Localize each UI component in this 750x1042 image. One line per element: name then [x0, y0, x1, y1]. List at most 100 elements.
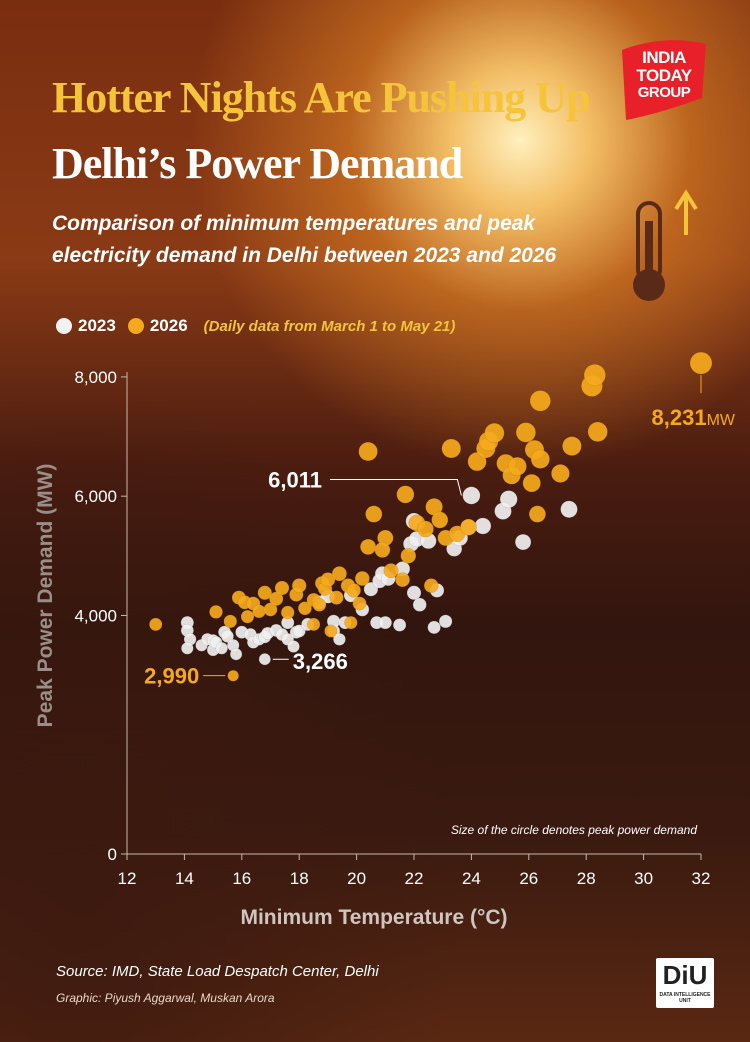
- y-axis-label: Peak Power Demand (MW): [34, 464, 57, 728]
- title-line-2: Delhi’s Power Demand: [52, 139, 463, 188]
- scatter-chart: 0 4,000 6,000 8,000 12 14 16 18 20 22 24 26 28 30 32 Mi…: [34, 351, 736, 929]
- point-2026: [312, 597, 327, 612]
- point-2026: [354, 571, 370, 586]
- point-2026: [149, 617, 163, 632]
- legend-dot-2023: [56, 318, 72, 334]
- point-2023: [181, 642, 194, 655]
- point-2026: [329, 590, 344, 605]
- point-2026: [320, 572, 336, 588]
- point-2023: [462, 486, 481, 505]
- diu-logo-text: DiU: [662, 960, 708, 990]
- y-tick-label: 6,000: [74, 487, 117, 506]
- legend-item-2023: 2023: [56, 316, 116, 336]
- point-2026: [441, 438, 462, 459]
- legend-dot-2026: [127, 318, 144, 334]
- point-2023: [427, 620, 441, 635]
- point-2026: [423, 578, 439, 593]
- point-2026: [252, 604, 266, 619]
- point-2026: [400, 547, 417, 564]
- title-line-1: Hotter Nights Are Pushing Up: [52, 73, 591, 122]
- point-2023: [560, 500, 578, 518]
- point-2026: [331, 566, 347, 582]
- point-2023: [474, 517, 492, 535]
- x-axis-label: Minimum Temperature (°C): [240, 906, 507, 929]
- point-2023: [392, 618, 407, 632]
- point-2023: [258, 653, 271, 666]
- point-2026: [227, 669, 239, 682]
- point-2026: [417, 520, 434, 538]
- point-2026: [396, 485, 415, 504]
- point-2023: [378, 615, 392, 630]
- x-tick-label: 16: [232, 869, 251, 888]
- point-2026: [344, 615, 358, 630]
- x-tick-label: 22: [405, 869, 424, 888]
- point-2026: [689, 351, 713, 375]
- x-tick-label: 18: [290, 869, 309, 888]
- annotation-2023-high: 6,011: [268, 468, 322, 493]
- credit-note: Graphic: Piyush Aggarwal, Muskan Arora: [56, 991, 275, 1005]
- point-2026: [274, 580, 290, 596]
- point-2026: [257, 585, 273, 601]
- point-2026: [522, 473, 541, 493]
- y-tick-label: 4,000: [74, 606, 117, 625]
- point-2026: [484, 422, 505, 444]
- up-arrow-icon: [674, 189, 698, 211]
- india-today-group-logo: INDIA TODAY GROUP: [618, 36, 710, 122]
- point-2023: [514, 533, 532, 551]
- legend-note: (Daily data from March 1 to May 21): [203, 317, 456, 335]
- legend-label-2023: 2023: [78, 316, 116, 335]
- point-2026: [223, 614, 238, 629]
- point-2026: [383, 563, 399, 579]
- point-2026: [374, 541, 391, 558]
- point-2023: [412, 597, 427, 612]
- point-2026: [358, 441, 378, 462]
- diu-logo: DiU DATA INTELLIGENCE UNIT: [656, 958, 714, 1008]
- point-2023: [438, 614, 453, 629]
- moon-thermometer-icon: [606, 153, 698, 301]
- point-2026: [291, 578, 307, 593]
- x-tick-label: 12: [118, 869, 137, 888]
- point-2026: [306, 617, 321, 632]
- point-2023: [215, 642, 228, 655]
- point-2026: [529, 390, 551, 412]
- subtitle: Comparison of minimum temperatures and p…: [52, 212, 557, 267]
- x-tick-label: 28: [577, 869, 596, 888]
- point-2026: [528, 505, 546, 523]
- source-note: Source: IMD, State Load Despatch Center,…: [56, 963, 379, 980]
- point-2023: [406, 585, 422, 601]
- annotation-max: 8,231MW: [652, 405, 736, 430]
- logo-background: [622, 40, 706, 120]
- x-tick-label: 14: [175, 869, 194, 888]
- point-2023: [292, 624, 306, 638]
- legend-item-2026: 2026: [127, 316, 188, 336]
- thermometer-bulb: [633, 269, 665, 301]
- point-2026: [240, 609, 255, 624]
- point-2026: [507, 456, 527, 476]
- legend-label-2026: 2026: [149, 316, 188, 335]
- y-tick-label: 8,000: [74, 368, 117, 387]
- y-tick-label: 0: [108, 845, 117, 864]
- logo-shape: [622, 40, 706, 120]
- point-2026: [263, 602, 278, 617]
- annotation-2023-low: 3,266: [293, 649, 348, 674]
- point-2026: [297, 601, 312, 616]
- point-2026: [515, 422, 536, 443]
- chart-axes: 0 4,000 6,000 8,000 12 14 16 18 20 22 24 26 28 30 32 Mi…: [34, 368, 710, 929]
- point-2023: [333, 632, 346, 646]
- chart-labels: 8,231MW 6,011 3,266 2,990: [144, 375, 736, 689]
- size-note: Size of the circle denotes peak power de…: [451, 823, 697, 837]
- point-2026: [431, 511, 449, 529]
- point-2026: [324, 624, 338, 638]
- legend: 2023 2026 (Daily data from March 1 to Ma…: [56, 316, 455, 336]
- point-2026: [583, 364, 606, 387]
- point-2026: [562, 436, 582, 456]
- logo-line-3: GROUP: [637, 84, 691, 101]
- thermometer-level: [645, 221, 653, 283]
- x-tick-label: 24: [462, 869, 481, 888]
- point-2026: [360, 538, 377, 555]
- point-2023: [229, 648, 243, 661]
- point-2026: [280, 605, 295, 620]
- x-tick-label: 32: [692, 869, 711, 888]
- chart-points: [149, 351, 713, 682]
- annotation-leader: [330, 479, 462, 496]
